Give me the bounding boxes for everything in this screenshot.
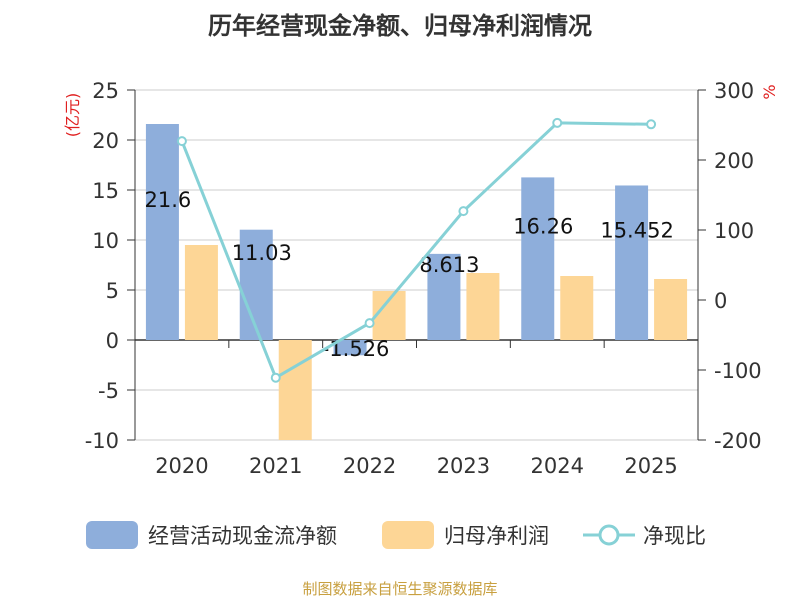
bar-data-label: 16.26	[513, 215, 573, 239]
legend-item-net-profit[interactable]: 归母净利润	[382, 515, 549, 555]
source-note: 制图数据来自恒生聚源数据库	[302, 580, 498, 598]
line-point-ratio	[364, 318, 375, 329]
y-left-tick-label: 20	[92, 129, 119, 153]
line-point-ratio	[552, 117, 563, 128]
bar-cashflow	[521, 177, 555, 340]
y-left-tick-label: 0	[106, 329, 119, 353]
legend-label-cashflow: 经营活动现金流净额	[148, 524, 337, 548]
legend-swatch-cashflow	[86, 521, 138, 549]
y-left-tick-label: -10	[85, 429, 119, 453]
bar-net-profit	[560, 276, 594, 340]
bar-cashflow	[615, 185, 649, 340]
x-tick-label: 2023	[437, 454, 490, 478]
bar-cashflow	[333, 340, 367, 356]
legend: 经营活动现金流净额 归母净利润 净现比	[0, 515, 800, 555]
x-tick-label: 2024	[531, 454, 584, 478]
y-left-tick-label: 15	[92, 179, 119, 203]
legend-label-ratio: 净现比	[643, 524, 706, 548]
y-left-tick-label: 25	[92, 79, 119, 103]
bar-data-label: 11.03	[232, 241, 292, 265]
bar-cashflow	[239, 229, 273, 340]
bar-data-label: -1.526	[322, 337, 390, 361]
y-right-tick-label: 200	[714, 149, 754, 173]
y-left-tick-label: -5	[98, 379, 119, 403]
line-point-ratio	[176, 136, 187, 147]
bar-net-profit	[654, 279, 688, 340]
y-right-axis-label: %	[760, 84, 779, 99]
y-right-tick-label: 300	[714, 79, 754, 103]
line-point-ratio	[646, 119, 657, 130]
line-point-ratio	[458, 206, 469, 217]
x-tick-label: 2020	[155, 454, 208, 478]
x-tick-label: 2025	[624, 454, 677, 478]
bar-cashflow	[427, 253, 461, 340]
bar-data-label: 21.6	[145, 188, 192, 212]
x-tick-label: 2021	[249, 454, 302, 478]
bar-net-profit	[466, 273, 500, 340]
chart-title: 历年经营现金净额、归母净利润情况	[208, 12, 592, 40]
y-right-tick-label: -200	[714, 429, 762, 453]
bar-net-profit	[278, 340, 312, 440]
y-left-tick-label: 5	[106, 279, 119, 303]
legend-swatch-net-profit	[382, 521, 434, 549]
y-left-axis-label: (亿元)	[63, 93, 82, 138]
line-point-ratio	[270, 372, 281, 383]
line-ratio	[180, 121, 652, 380]
legend-item-cashflow[interactable]: 经营活动现金流净额	[86, 515, 337, 555]
legend-swatch-ratio	[583, 524, 635, 546]
y-left-tick-label: 10	[92, 229, 119, 253]
y-right-tick-label: 0	[714, 289, 727, 313]
bar-net-profit	[184, 245, 218, 340]
bar-data-label: 8.613	[419, 253, 479, 277]
y-right-tick-label: -100	[714, 359, 762, 383]
bar-data-label: 15.452	[600, 219, 673, 243]
legend-label-net-profit: 归母净利润	[444, 524, 549, 548]
y-right-tick-label: 100	[714, 219, 754, 243]
bar-cashflow	[145, 124, 179, 340]
x-tick-label: 2022	[343, 454, 396, 478]
legend-item-ratio[interactable]: 净现比	[583, 515, 706, 555]
